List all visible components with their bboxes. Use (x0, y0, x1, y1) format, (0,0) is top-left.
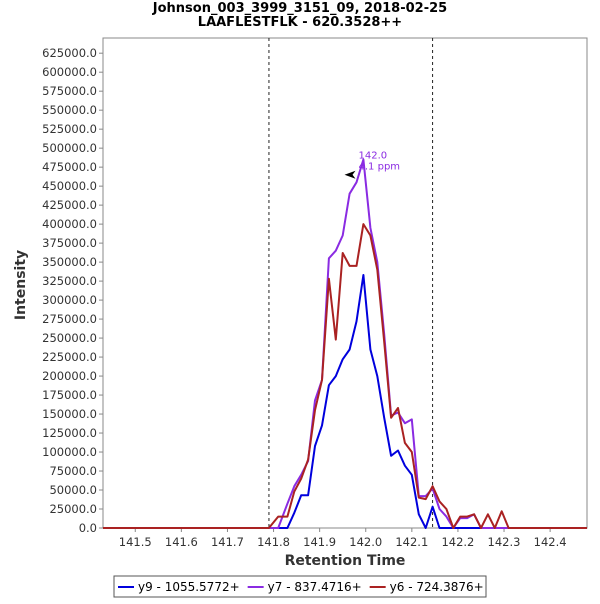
legend: y9 - 1055.5772+ y7 - 837.4716+ y6 - 724.38… (113, 575, 487, 598)
y-tick-label: 150000.0 (42, 407, 97, 421)
series-line-y9 (103, 274, 587, 529)
y-axis: 0.0 25000.0 50000.0 75000.0 100000.0 125000.0… (42, 46, 103, 535)
y-tick-label: 0.0 (79, 521, 97, 535)
y-tick-label: 425000.0 (42, 198, 97, 212)
y-tick-label: 400000.0 (42, 217, 97, 231)
annotation-rt-label: 142.0 (359, 151, 388, 162)
y-tick-label: 200000.0 (42, 369, 97, 383)
legend-label: y7 - 837.4716+ (268, 580, 362, 594)
y-tick-label: 475000.0 (42, 160, 97, 174)
y-tick-label: 575000.0 (42, 84, 97, 98)
legend-label: y6 - 724.3876+ (390, 580, 484, 594)
x-tick-label: 141.7 (211, 535, 244, 549)
y-tick-label: 625000.0 (42, 46, 97, 60)
y-tick-label: 525000.0 (42, 122, 97, 136)
x-tick-label: 142.2 (441, 535, 474, 549)
x-axis-label: Retention Time (285, 553, 406, 569)
y-tick-label: 450000.0 (42, 179, 97, 193)
peak-boundaries (268, 38, 434, 528)
y-tick-label: 225000.0 (42, 350, 97, 364)
x-tick-label: 142.4 (534, 535, 567, 549)
peak-annotation: 142.0 4.1 ppm (344, 151, 401, 179)
y-tick-label: 25000.0 (49, 502, 97, 516)
y-tick-label: 100000.0 (42, 445, 97, 459)
y-tick-label: 250000.0 (42, 331, 97, 345)
x-tick-label: 142.1 (395, 535, 428, 549)
y-tick-label: 600000.0 (42, 65, 97, 79)
x-tick-label: 141.6 (165, 535, 198, 549)
x-tick-label: 141.8 (257, 535, 290, 549)
y-tick-label: 50000.0 (49, 483, 97, 497)
x-axis: 141.5 141.6 141.7 141.8 141.9 142.0 142.1 142.2… (119, 528, 567, 549)
series-lines (103, 158, 587, 529)
plot-area (102, 37, 588, 529)
x-tick-label: 142.3 (488, 535, 521, 549)
peak-arrow-icon (344, 170, 356, 179)
y-tick-label: 300000.0 (42, 293, 97, 307)
y-axis-label: Intensity (13, 250, 29, 320)
chart-title: Johnson_003_3999_3151_09, 2018-02-25 (152, 1, 447, 16)
y-tick-label: 500000.0 (42, 141, 97, 155)
y-tick-label: 275000.0 (42, 312, 97, 326)
annotation-ppm-label: 4.1 ppm (359, 162, 401, 173)
legend-box (113, 575, 487, 598)
y-tick-label: 325000.0 (42, 274, 97, 288)
x-tick-label: 142.0 (349, 535, 382, 549)
y-tick-label: 175000.0 (42, 388, 97, 402)
x-tick-label: 141.9 (303, 535, 336, 549)
legend-label: y9 - 1055.5772+ (138, 580, 240, 594)
chart-subtitle: LAAFLESTFLK - 620.3528++ (198, 15, 402, 30)
y-tick-label: 550000.0 (42, 103, 97, 117)
y-tick-label: 375000.0 (42, 236, 97, 250)
y-tick-label: 125000.0 (42, 426, 97, 440)
y-tick-label: 350000.0 (42, 255, 97, 269)
y-tick-label: 75000.0 (49, 464, 97, 478)
x-tick-label: 141.5 (119, 535, 152, 549)
series-line-y6 (103, 223, 587, 529)
